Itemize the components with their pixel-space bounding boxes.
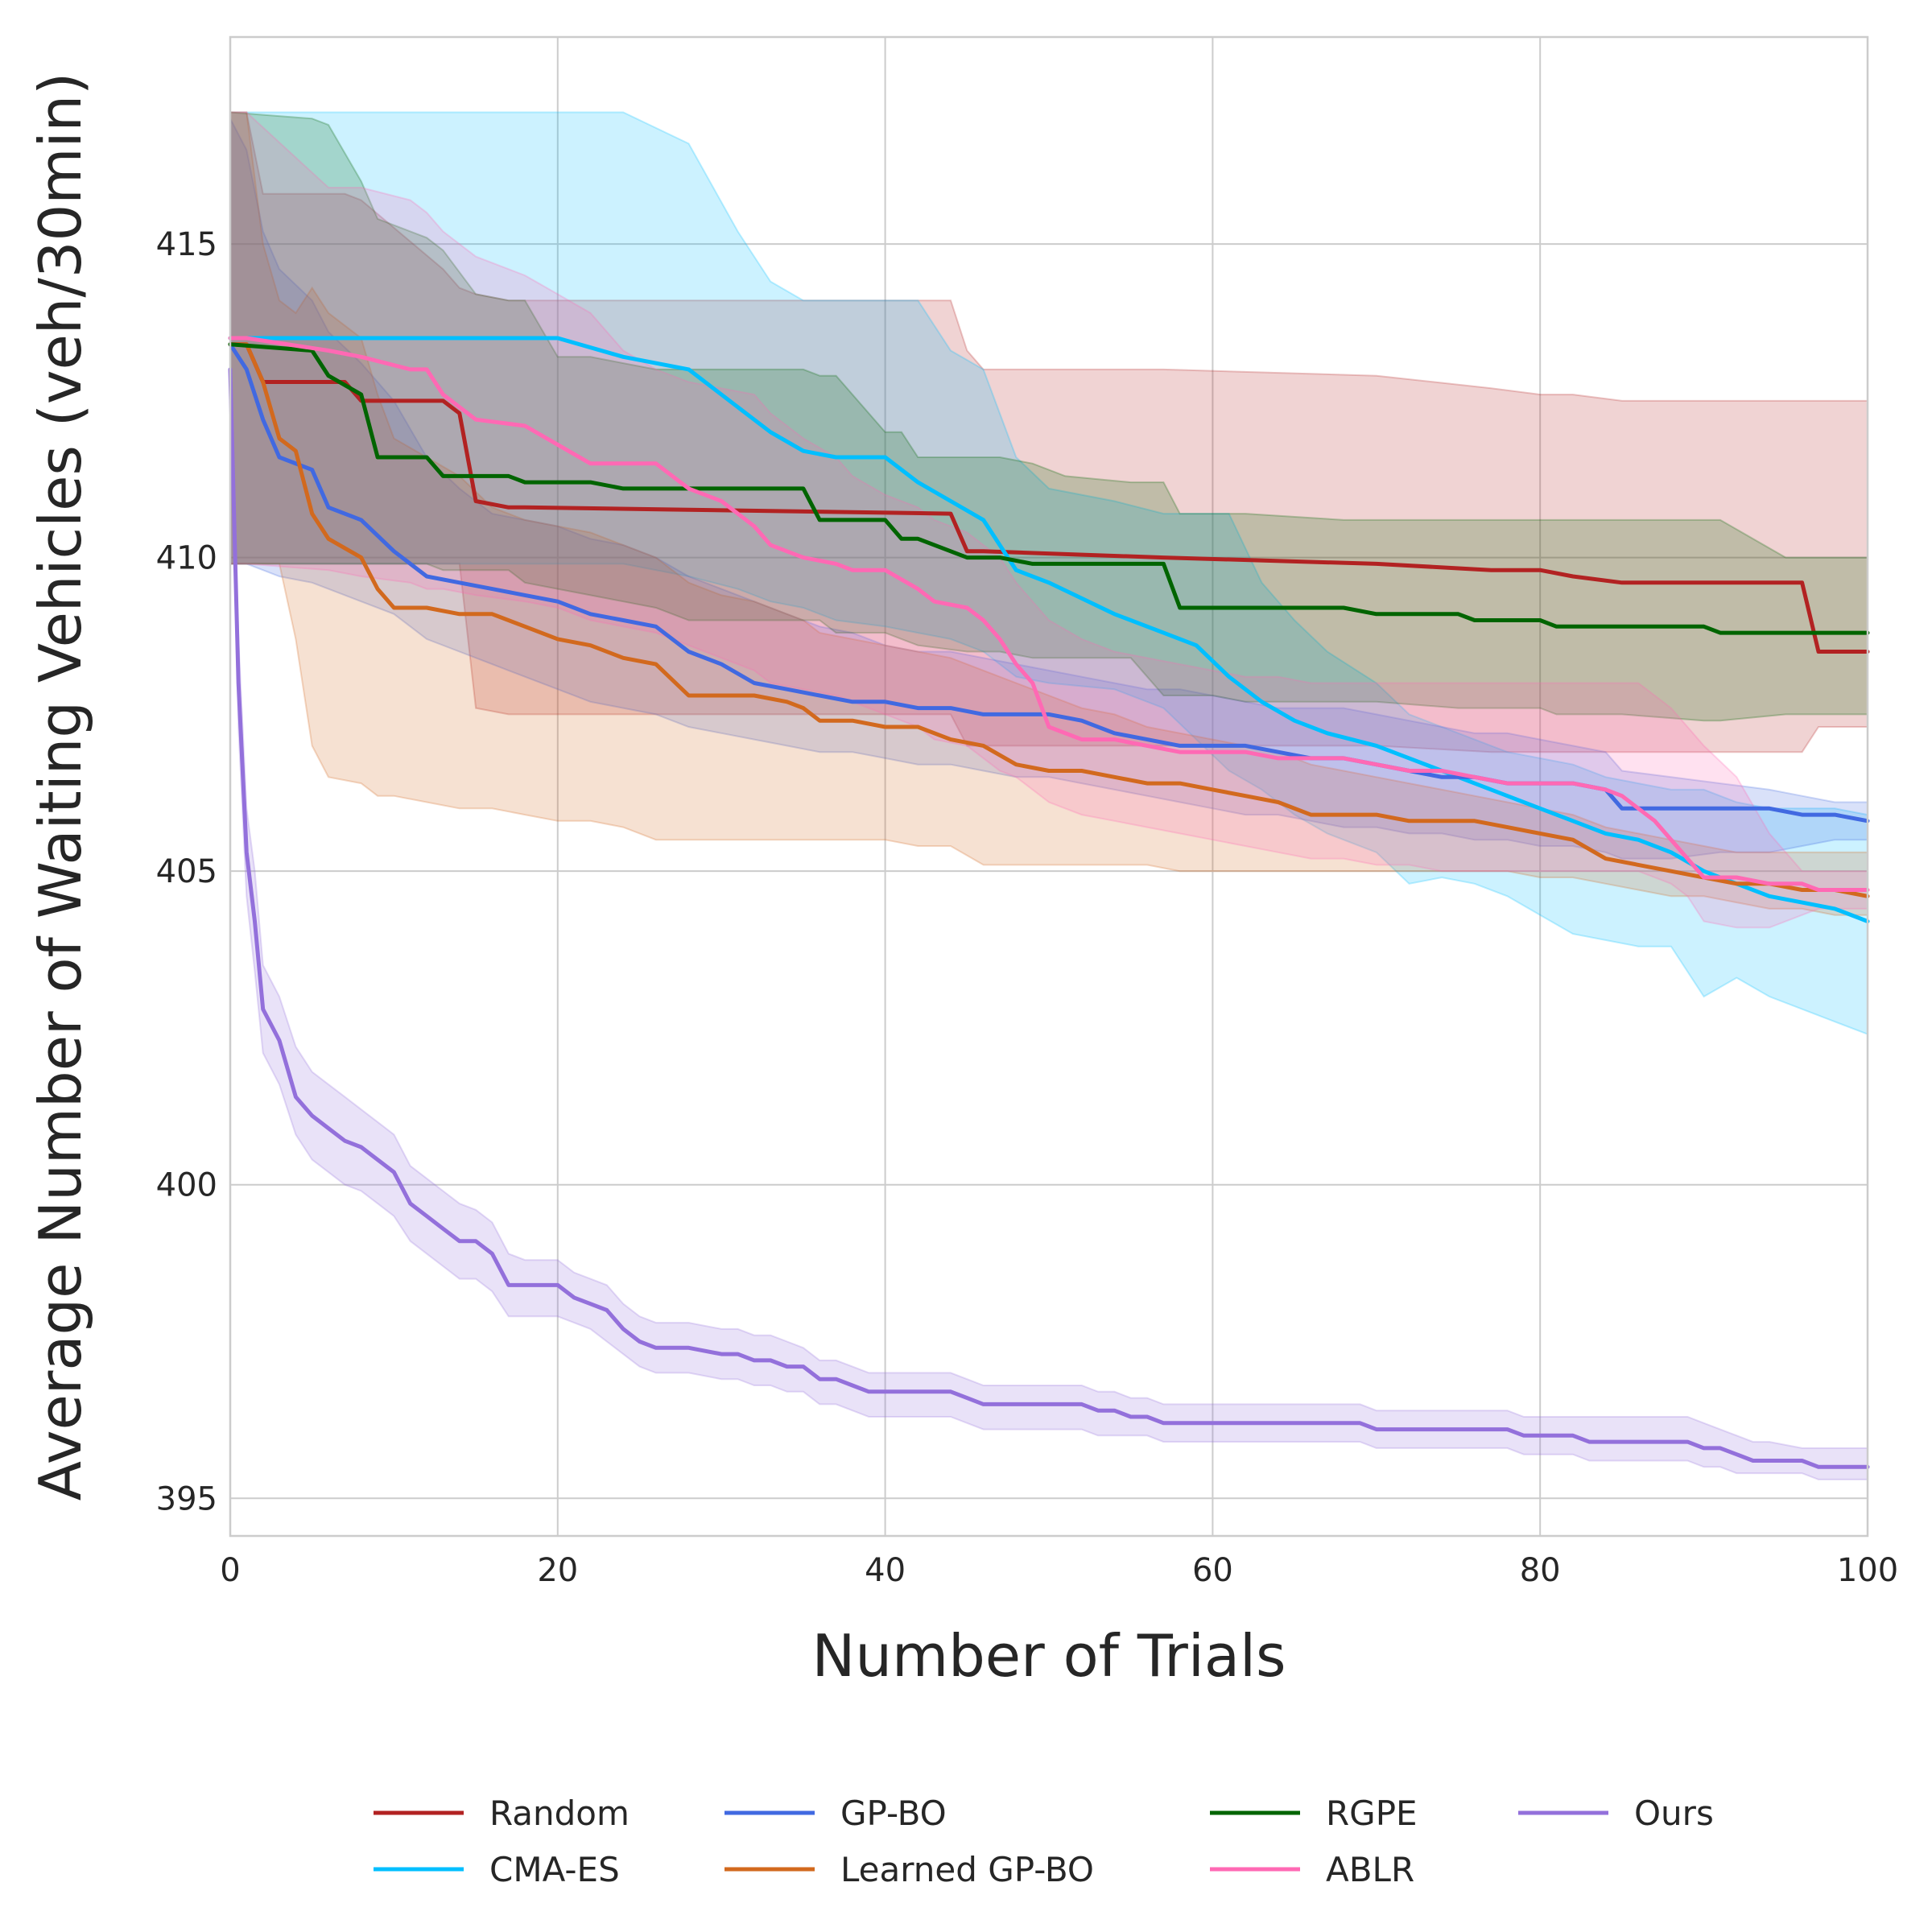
legend-item-rgpe: RGPE	[1210, 1794, 1418, 1833]
tick-labels: 0 20 40 60 80 100 395 400 405 410 415	[156, 226, 1899, 1589]
y-tick-label: 410	[156, 540, 217, 577]
legend-item-random: Random	[374, 1794, 630, 1833]
line-ablr	[228, 336, 1870, 892]
x-tick-label: 80	[1520, 1552, 1561, 1589]
y-tick-label: 400	[156, 1167, 217, 1204]
legend-item-ablr: ABLR	[1210, 1850, 1414, 1889]
legend-item-ours: Ours	[1518, 1794, 1714, 1833]
line-cma-es	[228, 336, 1870, 923]
legend-label: GP-BO	[840, 1794, 947, 1833]
series-lines	[228, 336, 1870, 1469]
legend-label: ABLR	[1326, 1850, 1414, 1889]
y-tick-label: 405	[156, 853, 217, 890]
y-tick-label: 415	[156, 226, 217, 263]
legend-label: Ours	[1634, 1794, 1714, 1833]
line-random	[228, 342, 1870, 654]
legend-label: RGPE	[1326, 1794, 1418, 1833]
x-tick-label: 20	[537, 1552, 578, 1589]
legend-label: Random	[489, 1794, 630, 1833]
x-axis-title: Number of Trials	[811, 1622, 1286, 1690]
x-tick-label: 100	[1837, 1552, 1898, 1589]
line-rgpe	[228, 342, 1870, 635]
x-tick-label: 0	[220, 1552, 240, 1589]
x-tick-label: 60	[1192, 1552, 1233, 1589]
line-ours	[228, 367, 1870, 1469]
grid-lines	[229, 37, 1868, 1536]
y-tick-label: 395	[156, 1480, 217, 1517]
legend-item-gp-bo: GP-BO	[724, 1794, 947, 1833]
y-axis-title: Average Number of Waiting Vehicles (veh/…	[27, 72, 94, 1501]
line-learned-gp-bo	[228, 342, 1870, 898]
plot-frame	[229, 35, 1869, 1538]
legend: Random CMA-ES GP-BO Learned GP-BO RGPE ABLR Ou…	[374, 1794, 1714, 1889]
legend-label: CMA-ES	[489, 1850, 620, 1889]
legend-item-cma-es: CMA-ES	[374, 1850, 620, 1889]
legend-label: Learned GP-BO	[840, 1850, 1094, 1889]
x-tick-label: 40	[865, 1552, 906, 1589]
legend-item-learned-gp-bo: Learned GP-BO	[724, 1850, 1094, 1889]
